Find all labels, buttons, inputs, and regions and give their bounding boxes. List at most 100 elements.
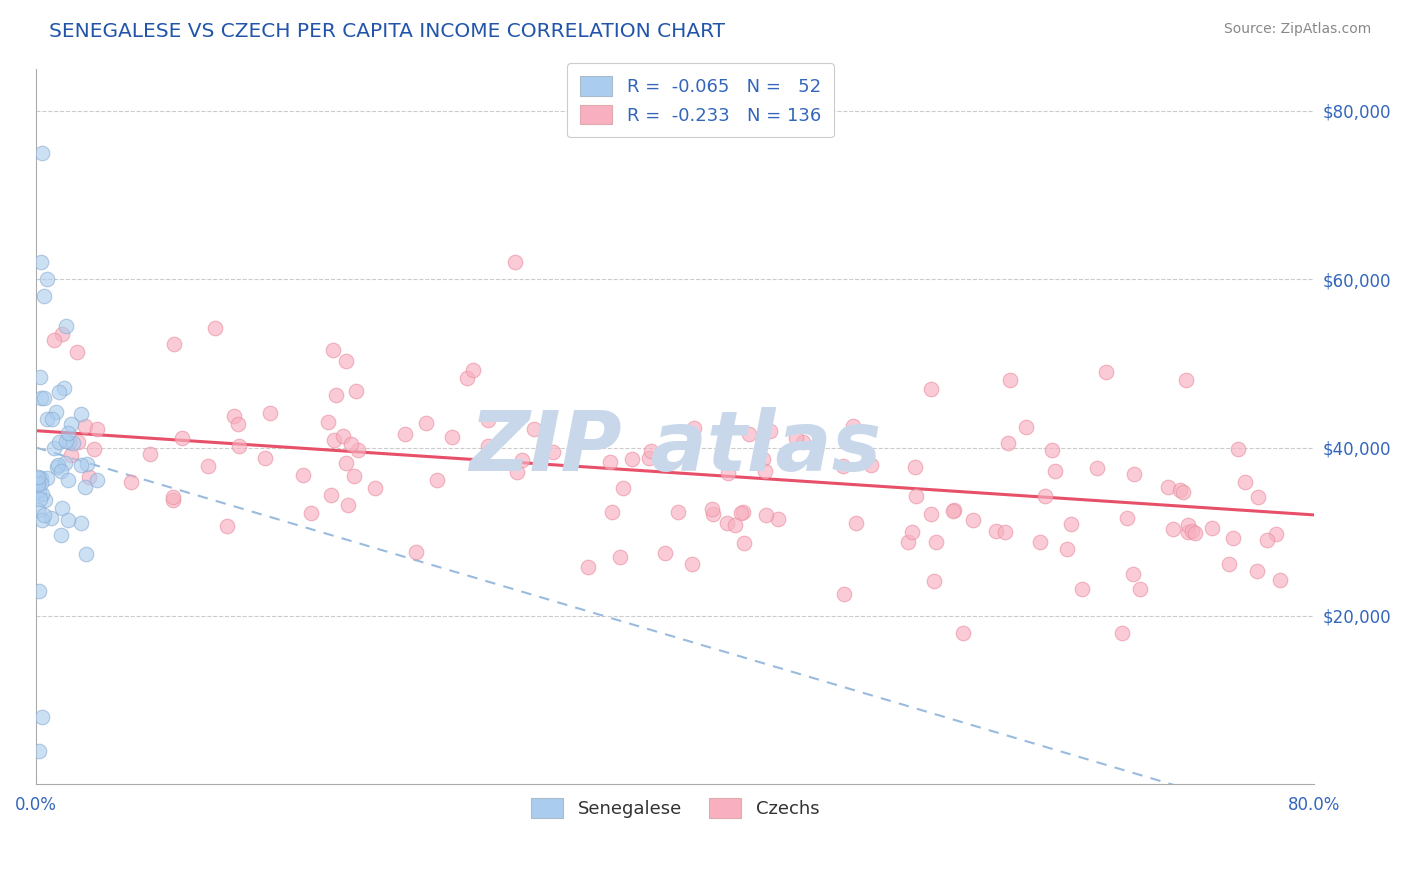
- Point: [1177, 525, 1199, 540]
- Point: [31, 513, 53, 527]
- Point: [637, 450, 659, 465]
- Point: [766, 512, 789, 526]
- Point: [1264, 526, 1286, 541]
- Point: [440, 430, 463, 444]
- Point: [841, 418, 863, 433]
- Point: [27, 470, 49, 484]
- Point: [28, 583, 51, 598]
- Point: [683, 421, 706, 435]
- Point: [920, 507, 942, 521]
- Point: [1163, 522, 1185, 536]
- Point: [759, 424, 782, 438]
- Point: [344, 384, 367, 399]
- Point: [45, 405, 67, 419]
- Point: [51, 326, 73, 341]
- Point: [724, 518, 747, 533]
- Point: [1177, 517, 1199, 532]
- Point: [666, 505, 689, 519]
- Point: [1122, 566, 1144, 581]
- Point: [415, 416, 437, 430]
- Point: [48, 435, 70, 450]
- Point: [831, 458, 853, 473]
- Point: [58, 434, 80, 449]
- Point: [1056, 542, 1078, 557]
- Point: [512, 453, 534, 467]
- Point: [1085, 461, 1108, 475]
- Point: [681, 557, 703, 571]
- Point: [1000, 373, 1022, 387]
- Point: [1226, 442, 1249, 456]
- Point: [702, 507, 724, 521]
- Point: [162, 490, 184, 504]
- Point: [30, 471, 52, 485]
- Point: [79, 469, 101, 483]
- Point: [860, 458, 883, 472]
- Point: [299, 506, 322, 520]
- Point: [204, 321, 226, 335]
- Point: [37, 470, 59, 484]
- Point: [942, 503, 965, 517]
- Point: [259, 406, 281, 420]
- Point: [364, 482, 387, 496]
- Point: [456, 371, 478, 385]
- Point: [1222, 531, 1244, 545]
- Point: [1184, 526, 1206, 541]
- Point: [394, 427, 416, 442]
- Point: [609, 550, 631, 565]
- Point: [222, 409, 245, 424]
- Point: [576, 559, 599, 574]
- Point: [66, 345, 89, 359]
- Point: [34, 493, 56, 508]
- Point: [30, 370, 52, 384]
- Point: [55, 434, 77, 449]
- Point: [86, 473, 108, 487]
- Point: [292, 467, 315, 482]
- Point: [962, 513, 984, 527]
- Point: [1247, 490, 1270, 504]
- Point: [755, 508, 778, 522]
- Point: [477, 439, 499, 453]
- Point: [34, 392, 56, 406]
- Point: [325, 387, 347, 401]
- Point: [896, 535, 918, 549]
- Point: [346, 442, 368, 457]
- Point: [1040, 443, 1063, 458]
- Point: [1181, 524, 1204, 538]
- Point: [905, 489, 928, 503]
- Point: [461, 363, 484, 377]
- Point: [66, 435, 89, 450]
- Point: [27, 503, 49, 517]
- Point: [30, 255, 52, 269]
- Point: [322, 433, 344, 447]
- Text: ZIP atlas: ZIP atlas: [468, 408, 882, 489]
- Point: [76, 457, 98, 471]
- Point: [217, 518, 239, 533]
- Point: [56, 426, 79, 441]
- Point: [405, 545, 427, 559]
- Point: [170, 431, 193, 445]
- Point: [335, 456, 357, 470]
- Point: [654, 546, 676, 560]
- Point: [28, 483, 51, 498]
- Point: [70, 407, 93, 421]
- Point: [754, 464, 776, 478]
- Point: [337, 498, 360, 512]
- Point: [952, 625, 974, 640]
- Point: [738, 426, 761, 441]
- Point: [73, 418, 96, 433]
- Point: [30, 476, 52, 491]
- Point: [620, 452, 643, 467]
- Point: [997, 436, 1019, 450]
- Point: [46, 458, 69, 472]
- Point: [1168, 483, 1191, 497]
- Point: [55, 318, 77, 333]
- Text: Source: ZipAtlas.com: Source: ZipAtlas.com: [1223, 22, 1371, 37]
- Legend: Senegalese, Czechs: Senegalese, Czechs: [523, 791, 827, 825]
- Point: [60, 417, 83, 432]
- Point: [73, 479, 96, 493]
- Point: [1201, 521, 1223, 535]
- Point: [1246, 564, 1268, 578]
- Point: [253, 451, 276, 466]
- Point: [32, 289, 55, 303]
- Point: [316, 415, 339, 429]
